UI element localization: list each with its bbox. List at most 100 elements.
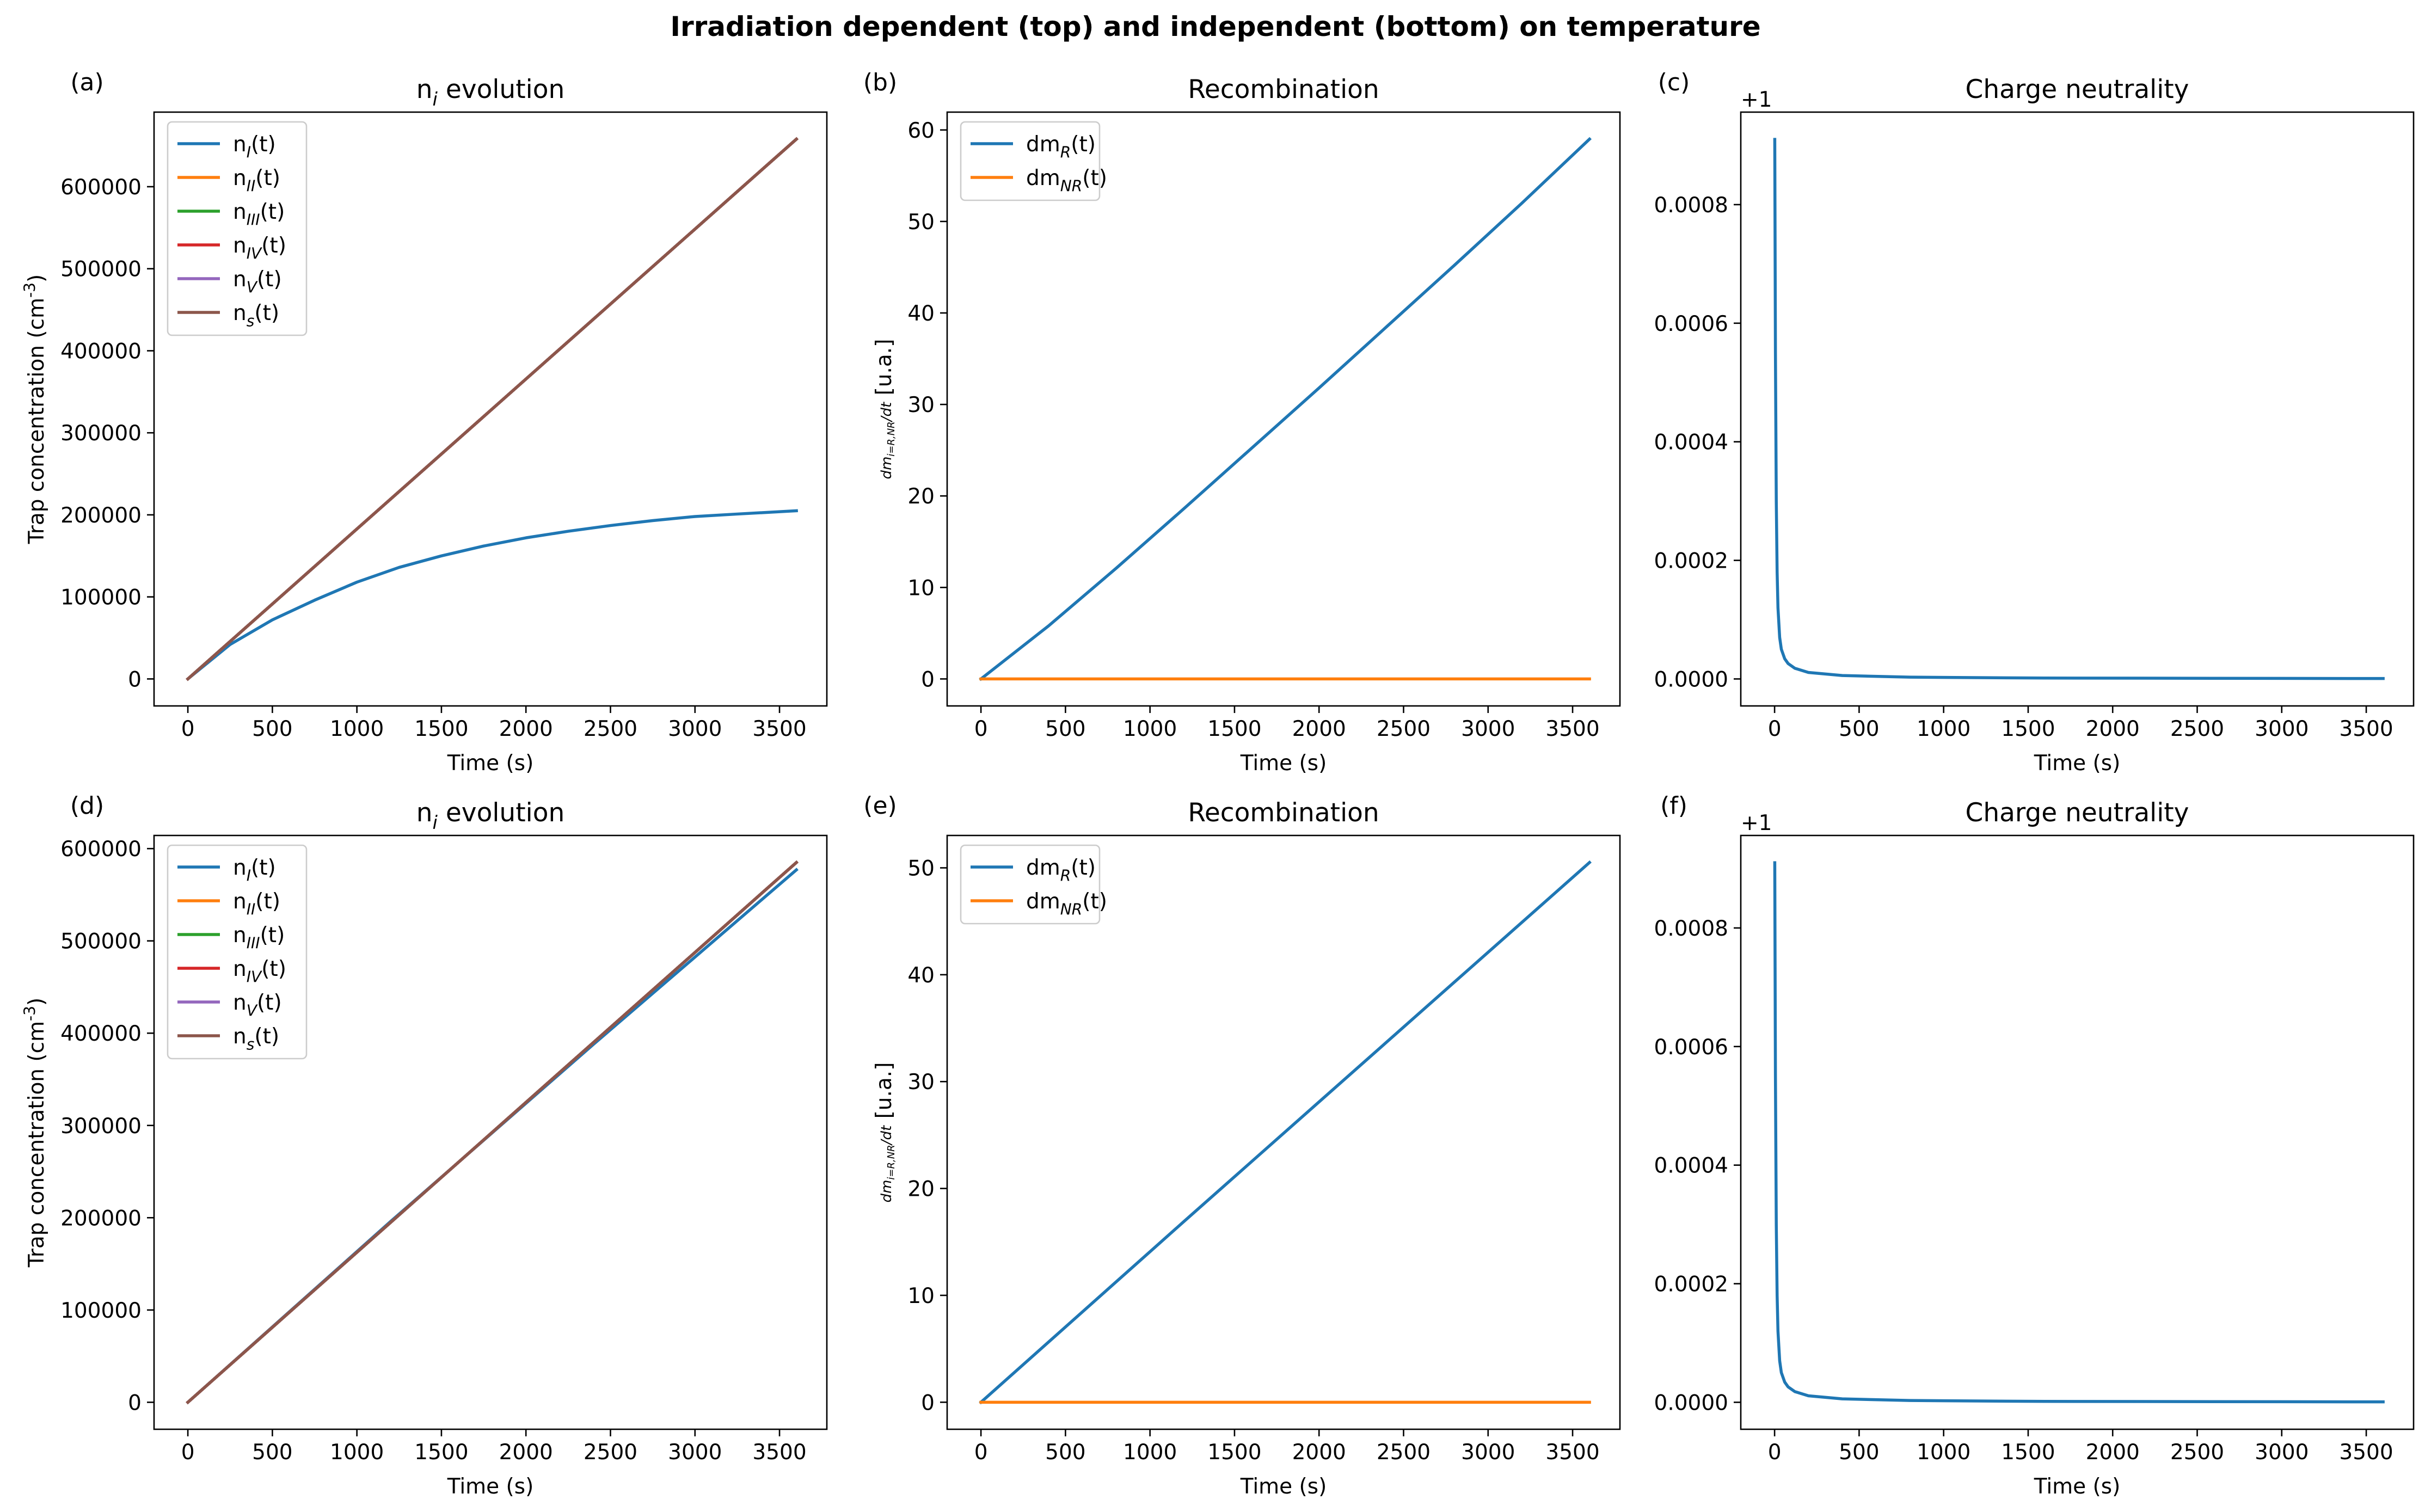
y-tick-label: 300000	[60, 421, 142, 446]
chart-panel-1: (a) ni evolution 0 500 1000 1500 2000 2500 3000 3…	[21, 69, 828, 776]
panel-letter: (f)	[1660, 792, 1687, 820]
x-tick-label: 2500	[2170, 1440, 2224, 1465]
x-tick-label: 2000	[1292, 1440, 1346, 1465]
legend-label: nII(t)	[233, 166, 280, 195]
y-tick-label: 20	[907, 484, 935, 509]
y-tick-label: 200000	[60, 1206, 142, 1231]
y-tick-label: 20	[907, 1177, 935, 1202]
y-tick-label: 30	[907, 1070, 935, 1095]
y-tick-label: 0.0004	[1654, 1154, 1728, 1178]
x-tick-label: 3500	[1545, 1440, 1599, 1465]
axes-frame	[946, 834, 1621, 1430]
x-tick-label: 2500	[584, 1440, 637, 1465]
x-tick-label: 1500	[2001, 1440, 2055, 1465]
x-axis-label: Time (s)	[447, 1474, 534, 1499]
panel-letter: (e)	[863, 792, 897, 820]
x-axis-label: Time (s)	[447, 751, 534, 776]
series-group	[186, 860, 799, 1405]
y-tick-label: 600000	[60, 175, 142, 200]
chart-panel-6: (f) Charge neutrality 0 500 1000 1500 2000 2500…	[1654, 792, 2415, 1499]
x-tick-label: 3500	[752, 1440, 806, 1465]
y-offset-text: +1	[1741, 88, 1772, 112]
panel-letter: (b)	[863, 69, 897, 96]
x-axis-label: Time (s)	[2034, 751, 2121, 776]
x-tick-label: 1500	[1207, 717, 1261, 741]
legend-box	[960, 121, 1101, 201]
axes-frame	[1740, 834, 2415, 1430]
chart-panel-3: (c) Charge neutrality 0 500 1000 1500 2000 2500…	[1654, 69, 2415, 776]
y-tick-label: 400000	[60, 1022, 142, 1046]
series-group	[1773, 861, 2385, 1404]
legend-label: nIV(t)	[233, 957, 286, 986]
series-group	[979, 860, 1592, 1405]
y-axis-label: Trap concentration (cm-3)	[21, 998, 49, 1268]
legend-label: nIII(t)	[233, 200, 285, 229]
x-tick-label: 1000	[330, 717, 384, 741]
legend-label: dmNR(t)	[1026, 166, 1107, 195]
x-tick-label: 2000	[2086, 717, 2140, 741]
x-tick-label: 0	[974, 717, 988, 741]
chart-title: ni evolution	[416, 75, 565, 110]
axes-frame	[1740, 111, 2415, 707]
y-axis-label: Trap concentration (cm-3)	[21, 274, 49, 545]
legend-label: nV(t)	[233, 991, 282, 1020]
x-tick-label: 500	[1045, 717, 1085, 741]
y-tick-label: 0.0006	[1654, 312, 1728, 336]
panel-letter: (d)	[70, 792, 104, 820]
y-tick-label: 500000	[60, 257, 142, 282]
x-tick-label: 500	[252, 717, 292, 741]
y-tick-label: 40	[907, 302, 935, 326]
y-tick-label: 50	[907, 210, 935, 235]
y-tick-label: 0	[128, 1391, 142, 1415]
x-tick-label: 0	[181, 1440, 195, 1465]
legend-box	[167, 121, 308, 336]
series-group	[1773, 138, 2385, 680]
y-tick-label: 30	[907, 393, 935, 417]
x-tick-label: 1500	[1207, 1440, 1261, 1465]
x-tick-label: 3500	[2339, 1440, 2393, 1465]
legend-label: nII(t)	[233, 889, 280, 919]
y-tick-label: 200000	[60, 503, 142, 528]
y-tick-label: 0	[921, 1391, 935, 1415]
series-line-1	[979, 137, 1592, 681]
x-tick-label: 1500	[414, 717, 468, 741]
x-tick-label: 2000	[1292, 717, 1346, 741]
axes-frame	[946, 111, 1621, 707]
y-tick-label: 500000	[60, 930, 142, 954]
axes-frame	[153, 111, 828, 707]
y-tick-label: 100000	[60, 586, 142, 610]
y-tick-label: 0.0006	[1654, 1035, 1728, 1060]
x-tick-label: 1500	[2001, 717, 2055, 741]
chart-panel-4: (d) ni evolution 0 500 1000 1500 2000 2500 3000 3…	[21, 792, 828, 1499]
x-tick-label: 0	[181, 717, 195, 741]
x-tick-label: 1000	[1917, 1440, 1970, 1465]
panel-letter: (a)	[70, 69, 103, 96]
chart-title: Recombination	[1188, 798, 1379, 828]
series-line-6	[186, 137, 799, 681]
x-tick-label: 1000	[1123, 1440, 1177, 1465]
x-tick-label: 3000	[2255, 717, 2309, 741]
x-tick-label: 2000	[499, 1440, 553, 1465]
legend-label: nV(t)	[233, 267, 282, 297]
legend-label: dmR(t)	[1026, 132, 1096, 162]
panel-letter: (c)	[1658, 69, 1690, 96]
x-tick-label: 0	[1768, 1440, 1782, 1465]
y-tick-label: 300000	[60, 1114, 142, 1139]
x-axis-label: Time (s)	[1240, 1474, 1327, 1499]
y-tick-label: 0.0008	[1654, 193, 1728, 218]
x-axis-label: Time (s)	[1240, 751, 1327, 776]
series-line-1	[1773, 861, 2385, 1404]
legend-label: ns(t)	[233, 301, 279, 330]
x-tick-label: 0	[1768, 717, 1782, 741]
series-group	[979, 137, 1592, 681]
y-tick-label: 0	[921, 667, 935, 692]
series-line-1	[979, 860, 1592, 1405]
x-tick-label: 2000	[499, 717, 553, 741]
x-tick-label: 1000	[330, 1440, 384, 1465]
chart-title: Charge neutrality	[1966, 798, 2189, 828]
x-tick-label: 2500	[2170, 717, 2224, 741]
